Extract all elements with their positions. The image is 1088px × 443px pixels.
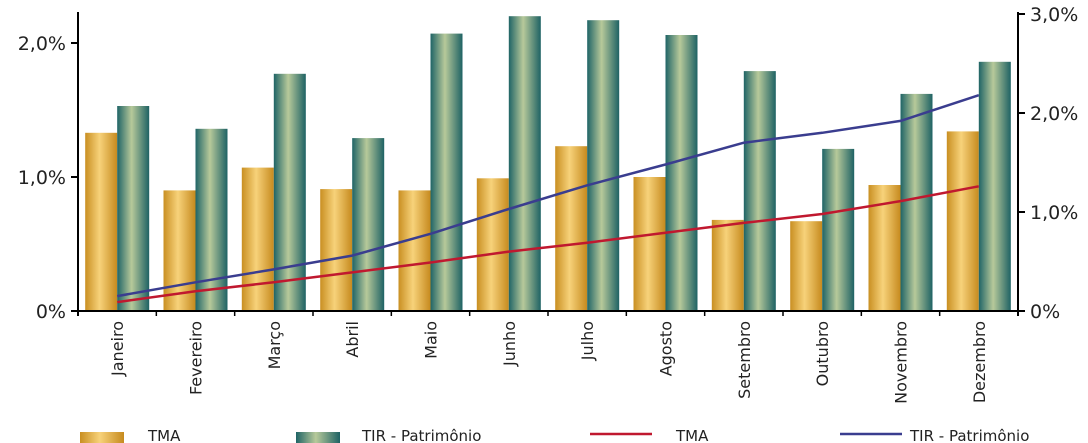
category-label-9: Outubro (813, 321, 832, 386)
bar-tir-4 (430, 33, 463, 311)
line-tir (116, 94, 980, 298)
bar-tir-3 (352, 138, 385, 311)
lines-layer (116, 94, 980, 304)
bar-tir-9 (822, 148, 855, 311)
bar-tir-10 (900, 93, 933, 312)
legend-label-2: TMA (675, 427, 709, 443)
bar-tma-6 (555, 146, 588, 311)
bar-tir-11 (978, 61, 1011, 311)
bar-tir-8 (743, 71, 776, 311)
bar-tir-2 (273, 73, 306, 311)
category-label-11: Dezembro (970, 321, 989, 403)
bar-tma-8 (711, 219, 744, 311)
left-tick-label-2: 2,0% (18, 33, 66, 55)
bars-layer (85, 16, 1011, 312)
legend-swatch-bar-1 (296, 432, 340, 443)
category-label-7: Agosto (657, 321, 676, 376)
bar-tir-1 (195, 128, 228, 311)
category-label-3: Abril (343, 321, 362, 358)
bar-tma-2 (241, 167, 274, 311)
bar-tma-9 (790, 221, 823, 311)
legend-label-1: TIR - Patrimônio (361, 427, 481, 443)
legend: TMA TIR - Patrimônio TMA TIR - Patrimônio (80, 427, 1029, 443)
axes-layer: 0% 1,0% 2,0% 0% 1,0% 2,0% 3,0% (18, 4, 1079, 323)
category-label-6: Julho (578, 321, 597, 361)
bar-tir-6 (587, 20, 620, 311)
right-tick-label-0: 0% (1030, 301, 1060, 323)
bar-tir-7 (665, 35, 698, 311)
category-label-1: Fevereiro (187, 321, 206, 395)
left-tick-label-1: 1,0% (18, 167, 66, 189)
right-tick-label-1: 1,0% (1030, 202, 1078, 224)
right-tick-label-2: 2,0% (1030, 103, 1078, 125)
category-labels: Janeiro Fevereiro Março Abril Maio Junho Julho… (77, 311, 989, 404)
category-label-2: Março (265, 321, 284, 369)
bar-tma-11 (946, 131, 979, 311)
legend-label-3: TIR - Patrimônio (909, 427, 1029, 443)
bar-tma-4 (398, 190, 431, 311)
category-label-4: Maio (422, 321, 441, 359)
bar-tir-5 (508, 16, 541, 311)
bar-tma-7 (633, 177, 666, 311)
bar-tir-0 (117, 106, 150, 311)
bar-tma-5 (476, 178, 509, 311)
category-label-10: Novembro (892, 321, 911, 404)
right-tick-label-3: 3,0% (1030, 4, 1078, 26)
line-tma (117, 185, 980, 304)
bar-tma-0 (85, 132, 118, 311)
left-tick-label-0: 0% (36, 301, 66, 323)
category-label-8: Setembro (735, 321, 754, 399)
category-label-5: Junho (500, 321, 519, 367)
category-label-0: Janeiro (108, 321, 127, 377)
legend-label-0: TMA (147, 427, 181, 443)
legend-swatch-bar-0 (80, 432, 124, 443)
bar-tma-3 (320, 189, 353, 311)
